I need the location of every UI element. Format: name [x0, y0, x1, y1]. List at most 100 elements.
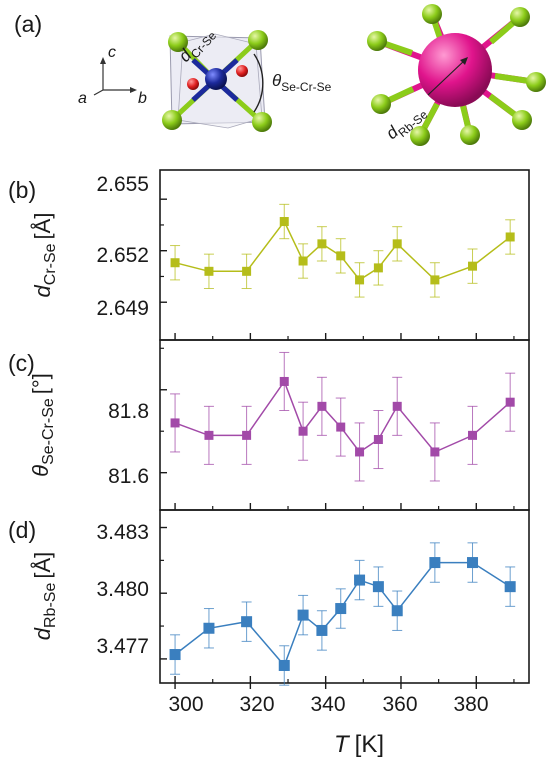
se-atom [162, 110, 182, 130]
data-point [241, 616, 253, 628]
series-line [174, 220, 511, 281]
panel-d: (d) dRb-Se[Å] 3.483 3.480 3.477 [8, 509, 530, 689]
ytick-labels-b: 2.655 2.652 2.649 [96, 173, 149, 320]
ytick-label: 2.652 [96, 244, 149, 267]
data-point [335, 603, 347, 615]
se-atom [410, 126, 430, 146]
ytick-label: 2.655 [96, 173, 149, 196]
xtick-label: 340 [310, 693, 345, 716]
panel-c: (c) θSe-Cr-Se[°] 81.8 81.6 [8, 339, 530, 511]
data-point [505, 397, 515, 407]
data-point [316, 624, 328, 636]
data-point [468, 430, 478, 440]
se-atom [510, 7, 530, 27]
theta-se-cr-se-label: θSe-Cr-Se [272, 71, 332, 94]
ytick-label: 81.8 [108, 400, 149, 423]
x-axis: 300 320 340 360 380 T [K] [168, 693, 488, 758]
xtick-label: 300 [168, 693, 203, 716]
data-point [297, 609, 309, 621]
data-point [372, 581, 384, 593]
xtick-label: 320 [239, 693, 274, 716]
data-point [430, 447, 440, 457]
data-point [467, 557, 479, 569]
data-point [355, 447, 365, 457]
panel-label-b: (b) [8, 177, 36, 203]
panel-b: (b) dCr-Se[Å] 2.655 2.652 2.649 [8, 169, 530, 341]
axis-label-a: a [78, 90, 87, 107]
data-point [298, 426, 308, 436]
data-point [204, 266, 214, 276]
se-atom [248, 30, 268, 50]
plot-area-b [159, 169, 530, 341]
structure-panel: (a) c a b dC [14, 4, 546, 146]
axes-frame [159, 509, 530, 684]
data-point [170, 258, 180, 268]
ytick-label: 3.480 [96, 578, 149, 601]
data-point [504, 581, 516, 593]
panel-label-c: (c) [8, 350, 35, 376]
data-point [373, 263, 383, 273]
axis-label-c: c [108, 44, 116, 61]
cr-se-octahedron-model: dCr-Se θSe-Cr-Se [162, 28, 332, 132]
ytick-label: 3.483 [96, 521, 149, 544]
se-atom [512, 110, 532, 130]
se-atom [526, 72, 546, 92]
data-point [373, 435, 383, 445]
ytick-label: 3.477 [96, 635, 149, 658]
se-atom [367, 31, 387, 51]
data-point [355, 275, 365, 285]
se-atom [371, 94, 391, 114]
plot-area-c [159, 339, 530, 511]
data-point [169, 649, 181, 661]
data-point [392, 401, 402, 411]
se-atom [252, 112, 272, 132]
data-point [336, 422, 346, 432]
plot-area-d [159, 509, 530, 689]
data-point [354, 574, 366, 586]
data-point [278, 659, 290, 671]
xtick-label: 360 [382, 693, 417, 716]
data-point [170, 418, 180, 428]
data-point [317, 239, 327, 249]
rb-se-polyhedron-model: dRb-Se [367, 4, 546, 146]
data-point [317, 401, 327, 411]
panel-label-d: (d) [8, 517, 36, 543]
se-atom [168, 32, 188, 52]
bond-angle-arc [253, 53, 264, 113]
data-point [430, 275, 440, 285]
data-point [279, 376, 289, 386]
axis-label-b: b [138, 90, 147, 107]
series-line [174, 379, 511, 454]
cr-atom [205, 68, 227, 90]
ylabel-d: dRb-Se[Å] [30, 552, 59, 641]
data-point [468, 261, 478, 271]
data-point [242, 430, 252, 440]
d-rb-se-arrow [427, 59, 466, 96]
xtick-labels: 300 320 340 360 380 [168, 693, 488, 716]
xtick-label: 380 [453, 693, 488, 716]
panel-label-a: (a) [14, 11, 42, 37]
se-atom [422, 4, 442, 24]
ylabel-b: dCr-Se[Å] [30, 213, 59, 298]
ytick-label: 2.649 [96, 297, 149, 320]
data-point [242, 266, 252, 276]
ytick-labels-d: 3.483 3.480 3.477 [96, 521, 149, 658]
x-axis-title: T [K] [334, 731, 384, 758]
data-point [279, 217, 289, 227]
crystal-axes-icon: c a b [78, 44, 147, 107]
ylabel-c: θSe-Cr-Se[°] [28, 373, 57, 477]
se-atom [460, 125, 480, 145]
data-point [204, 430, 214, 440]
ytick-label: 81.6 [108, 465, 149, 488]
o-atom [236, 65, 248, 77]
data-point [429, 557, 441, 569]
o-atom [187, 78, 199, 90]
data-point [505, 232, 515, 242]
data-point [392, 239, 402, 249]
data-point [336, 251, 346, 261]
data-point [203, 622, 215, 634]
data-point [298, 256, 308, 266]
data-point [391, 605, 403, 617]
series-line [174, 561, 511, 667]
